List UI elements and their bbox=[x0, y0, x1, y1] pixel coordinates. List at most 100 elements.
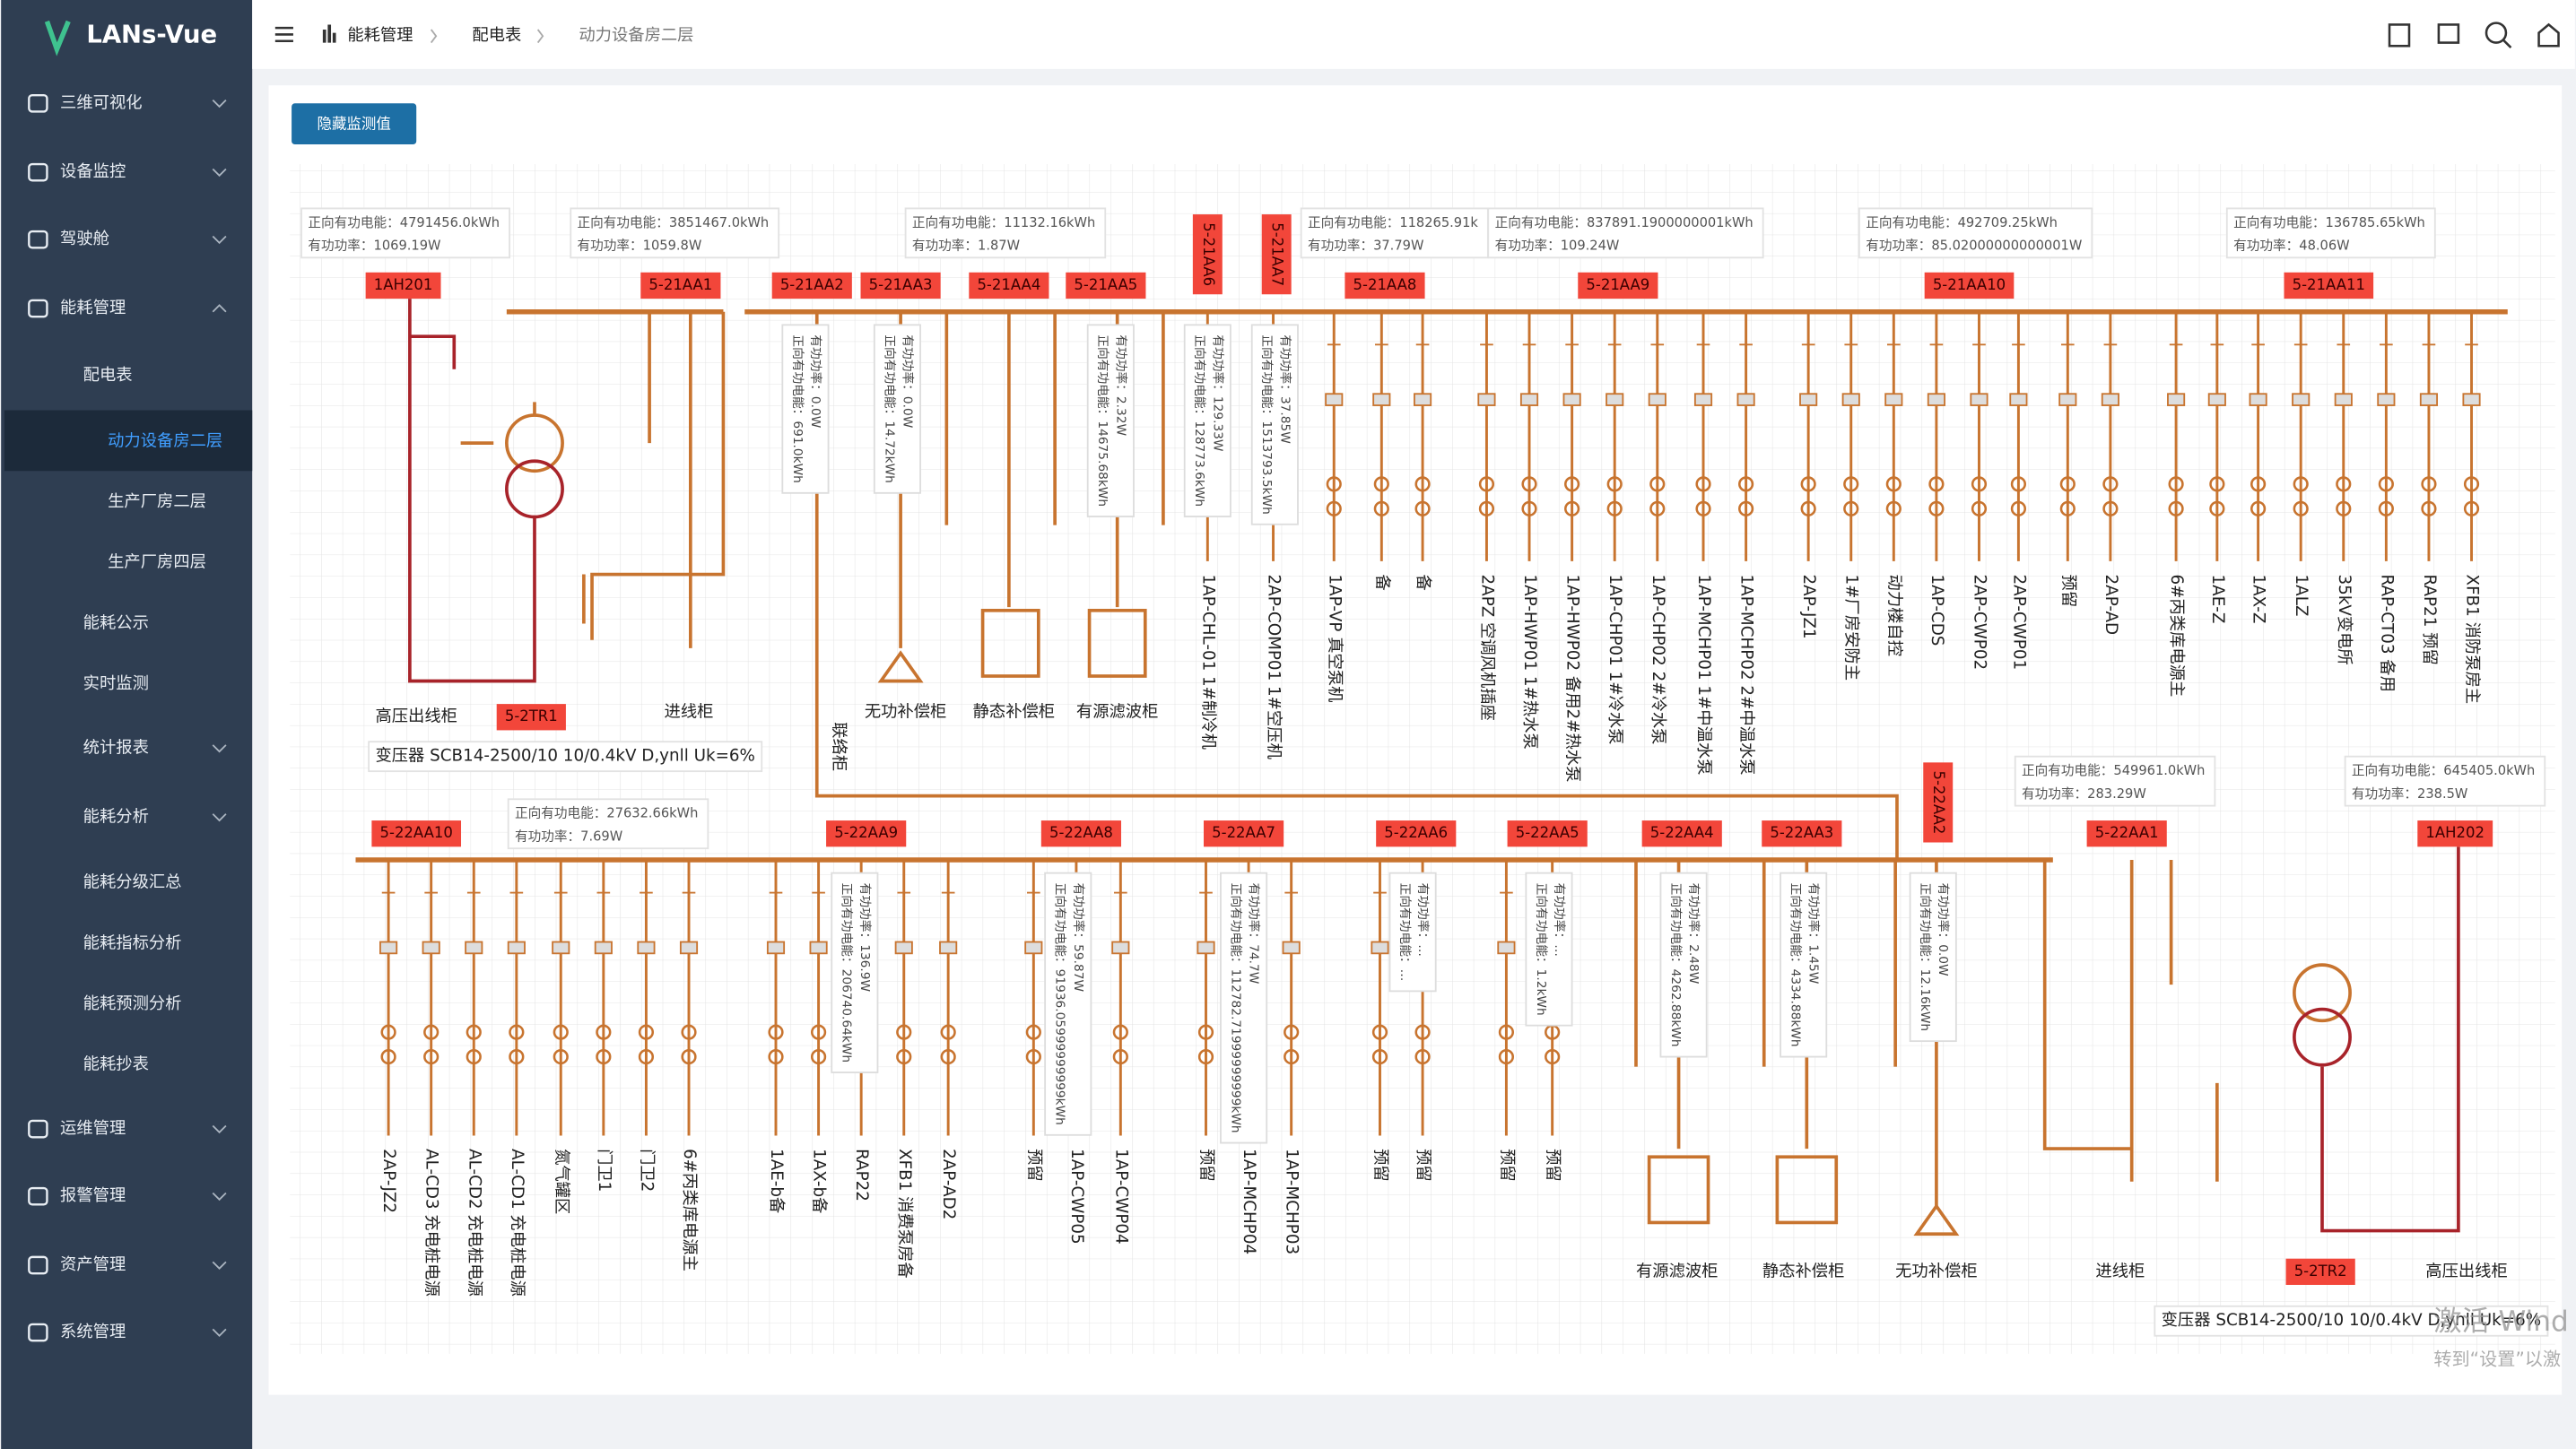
meter-reading: 有功功率：74.7W bbox=[1247, 883, 1262, 985]
meter-reading: 正向有功电能：206740.64kWh bbox=[840, 883, 854, 1063]
menu-item[interactable]: 动力设备房二层 bbox=[108, 431, 222, 450]
ct bbox=[1371, 1048, 1388, 1065]
meter-reading: 正向有功电能：… bbox=[1397, 883, 1412, 982]
feeder-label: 1AP-CDS bbox=[1928, 575, 1946, 646]
info-reading: 正向有功电能：4791456.0kWh bbox=[308, 215, 500, 230]
menu-item[interactable]: 报警管理 bbox=[60, 1186, 126, 1205]
meter-reading: 正向有功电能：128773.6kWh bbox=[1192, 334, 1206, 507]
menu-item[interactable]: 能耗抄表 bbox=[83, 1055, 149, 1074]
menu-item[interactable]: 能耗预测分析 bbox=[83, 994, 182, 1013]
menu-item[interactable]: 资产管理 bbox=[60, 1255, 126, 1274]
menu-item[interactable]: 统计报表 bbox=[83, 739, 149, 758]
meter-reading: 有功功率：… bbox=[1415, 883, 1431, 957]
feeder-label: 1AX-b备 bbox=[810, 1149, 829, 1213]
feeder-label: 1AP-CHP02 2#冷水泵 bbox=[1649, 575, 1667, 745]
menu-chevron bbox=[212, 744, 227, 753]
ct bbox=[596, 1048, 612, 1065]
ct bbox=[1800, 500, 1816, 516]
menu-item[interactable]: 能耗指标分析 bbox=[83, 933, 182, 952]
ct bbox=[1800, 476, 1816, 492]
menu-item[interactable]: 运维管理 bbox=[60, 1119, 126, 1138]
ct bbox=[1326, 476, 1342, 492]
meter-box bbox=[781, 324, 830, 494]
ct bbox=[2209, 500, 2225, 516]
os-watermark: 激活 Wind bbox=[2433, 1306, 2568, 1338]
toggle-button[interactable] bbox=[292, 103, 417, 145]
os-watermark: 转到“设置”以激 bbox=[2433, 1349, 2561, 1370]
toggle-button-label[interactable]: 隐藏监测值 bbox=[317, 116, 390, 133]
breaker bbox=[2377, 393, 2396, 406]
menu-item[interactable]: 三维可视化 bbox=[60, 93, 143, 112]
transformer-note: 变压器 SCB14-2500/10 10/0.4kV D,ynll Uk=6% bbox=[2162, 1311, 2542, 1330]
cabinet-tag bbox=[1924, 272, 2015, 299]
cabinet-tag-label: 5-22AA3 bbox=[1770, 824, 1833, 841]
info-reading: 有功功率：283.29W bbox=[2022, 786, 2146, 802]
feeder-label: 预留 bbox=[1197, 1149, 1215, 1182]
ct bbox=[1284, 1024, 1300, 1040]
ct bbox=[1197, 1048, 1214, 1065]
meter-box bbox=[1909, 872, 1957, 1043]
ct bbox=[596, 1024, 612, 1040]
info-box bbox=[904, 207, 1107, 259]
ct bbox=[423, 1048, 439, 1065]
meter-reading: 有功功率：2.48W bbox=[1686, 883, 1701, 985]
feeder-label: 2AP-AD bbox=[2102, 575, 2120, 636]
breaker bbox=[594, 941, 613, 955]
info-reading: 正向有功电能：492709.25kWh bbox=[1866, 215, 2058, 230]
meter-reading: 正向有功电能：14675.68kWh bbox=[1095, 334, 1110, 507]
feeder-label: 1AE-b备 bbox=[767, 1149, 786, 1213]
menu-item[interactable]: 能耗公示 bbox=[83, 613, 149, 632]
header-icons[interactable] bbox=[274, 22, 2560, 48]
breadcrumb-item[interactable]: 能耗管理 bbox=[347, 26, 413, 45]
info-box bbox=[2225, 207, 2436, 259]
meter-box bbox=[1250, 324, 1299, 525]
cabinet-tag-label: 5-22AA10 bbox=[380, 824, 453, 841]
ct bbox=[2059, 476, 2076, 492]
ct bbox=[2463, 500, 2480, 516]
menu-chevron bbox=[212, 304, 227, 313]
breadcrumb-item[interactable]: 配电表 bbox=[472, 26, 521, 45]
menu-item[interactable]: 能耗分析 bbox=[83, 807, 149, 826]
menu-item[interactable]: 实时监测 bbox=[83, 674, 149, 693]
breaker bbox=[939, 941, 958, 955]
meter-reading: 正向有功电能：12.16kWh bbox=[1918, 883, 1932, 1032]
ct bbox=[2378, 500, 2394, 516]
ct bbox=[1373, 500, 1389, 516]
meter-box bbox=[1086, 324, 1135, 517]
cabinet-tag bbox=[1376, 820, 1457, 847]
menu-chevron bbox=[212, 235, 227, 245]
header bbox=[252, 0, 2575, 69]
cabinet-tag-label: 5-21AA4 bbox=[977, 276, 1040, 293]
ct bbox=[1971, 500, 1988, 516]
breaker bbox=[1736, 393, 1755, 406]
feeder-label: 动力楼自控 bbox=[1884, 575, 1903, 657]
cabinet-tag bbox=[771, 272, 852, 299]
cabinet-tag bbox=[1923, 762, 1954, 843]
menu-item[interactable]: 生产厂房二层 bbox=[108, 492, 206, 511]
ct bbox=[768, 1048, 784, 1065]
info-reading: 有功功率：48.06W bbox=[2233, 239, 2349, 254]
menu-item[interactable]: 设备监控 bbox=[60, 162, 126, 181]
menu-item[interactable]: 配电表 bbox=[83, 366, 133, 385]
equipment-label: 静态补偿柜 bbox=[973, 702, 1055, 721]
ct bbox=[1478, 500, 1495, 516]
cabinet-tag bbox=[2417, 820, 2493, 847]
feeder-label: 2AP-CWP01 bbox=[2009, 575, 2028, 671]
menu-item[interactable]: 系统管理 bbox=[60, 1323, 126, 1341]
menu-item[interactable]: 能耗分级汇总 bbox=[83, 873, 182, 892]
menu-item[interactable]: 能耗管理 bbox=[60, 299, 126, 317]
brand: LANs-Vue bbox=[86, 22, 217, 49]
ct bbox=[1564, 476, 1580, 492]
ct bbox=[2293, 476, 2309, 492]
ct bbox=[810, 1048, 827, 1065]
info-reading: 正向有功电能：645405.0kWh bbox=[2352, 763, 2535, 778]
ct bbox=[1738, 500, 1754, 516]
menu-chevron bbox=[212, 168, 227, 178]
meter-box bbox=[1780, 872, 1828, 1058]
breaker bbox=[2249, 393, 2267, 406]
cabinet-tag-label: 5-22AA1 bbox=[2095, 824, 2159, 841]
cabinet-tag-label: 5-22AA5 bbox=[1516, 824, 1580, 841]
menu-item[interactable]: 生产厂房四层 bbox=[108, 553, 206, 572]
menu-item[interactable]: 驾驶舱 bbox=[60, 230, 109, 248]
cabinet-tag-label: 5-21AA11 bbox=[2293, 276, 2365, 293]
